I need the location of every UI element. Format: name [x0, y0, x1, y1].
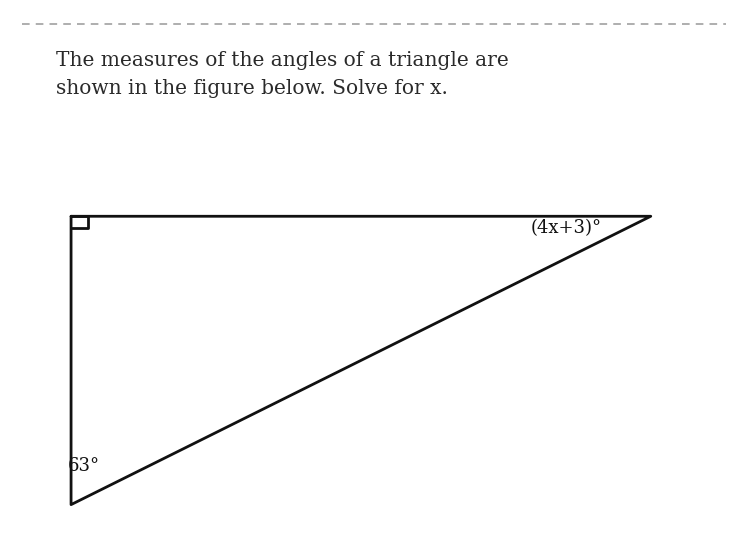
Text: The measures of the angles of a triangle are: The measures of the angles of a triangle… [56, 51, 509, 70]
Text: shown in the figure below. Solve for x.: shown in the figure below. Solve for x. [56, 79, 448, 98]
Text: 63°: 63° [67, 457, 99, 475]
Text: (4x+3)°: (4x+3)° [531, 219, 602, 237]
